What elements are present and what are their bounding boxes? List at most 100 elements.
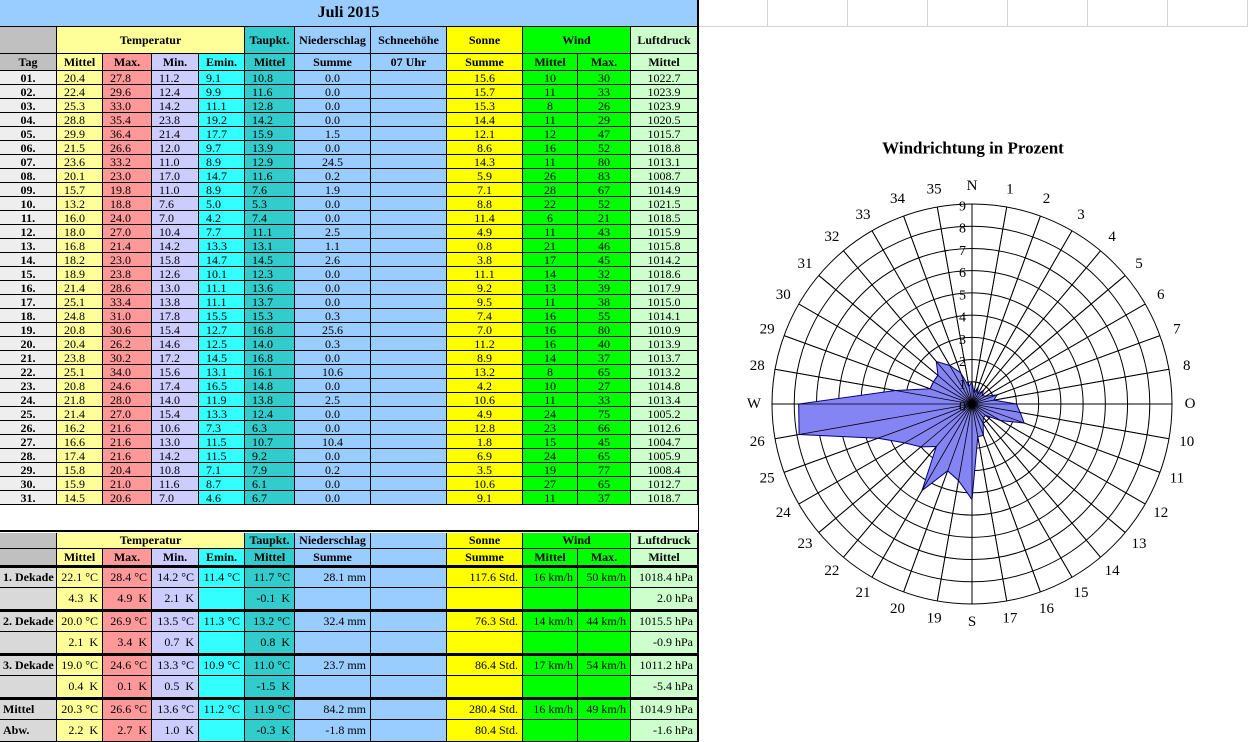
sub-header: Min. — [152, 549, 199, 566]
sub-header: Max. — [578, 549, 631, 566]
sub-header: Max. — [103, 549, 152, 566]
data-cell: 19.2 — [199, 113, 245, 127]
data-cell: 26 — [523, 169, 578, 183]
data-cell: 38 — [578, 295, 631, 309]
data-cell: 0.0 — [295, 407, 371, 421]
data-cell: 65 — [578, 449, 631, 463]
data-cell: 7.1 — [199, 463, 245, 477]
data-cell: 1020.5 — [631, 113, 698, 127]
data-cell: 19 — [523, 463, 578, 477]
direction-label: 24 — [776, 505, 792, 521]
summary-cell — [371, 698, 447, 720]
row-label: 26. — [0, 421, 57, 435]
data-cell: 4.2 — [199, 211, 245, 225]
header-cell — [0, 533, 57, 549]
group-header: Temperatur — [57, 27, 245, 54]
direction-label: 14 — [1105, 563, 1121, 579]
data-cell: 14.7 — [199, 169, 245, 183]
summary-cell: 13.6 °C — [152, 698, 199, 720]
row-label: 10. — [0, 197, 57, 211]
summary-cell: 22.1 °C — [57, 566, 103, 588]
sub-header: Mittel — [631, 54, 698, 71]
data-cell: 27.8 — [103, 71, 152, 85]
data-cell: 18.9 — [57, 267, 103, 281]
data-cell: 1014.1 — [631, 309, 698, 323]
data-cell: 1012.6 — [631, 421, 698, 435]
spoke-over — [774, 403, 973, 440]
data-cell: 14.5 — [57, 491, 103, 505]
data-cell: 29 — [578, 113, 631, 127]
empty-cell — [848, 0, 928, 27]
data-cell — [371, 155, 447, 169]
data-cell: 11.5 — [199, 435, 245, 449]
data-cell: 15.6 — [447, 71, 523, 85]
data-cell: 10.8 — [152, 463, 199, 477]
data-cell: 83 — [578, 169, 631, 183]
direction-label: 21 — [856, 585, 871, 601]
direction-label: N — [967, 178, 978, 194]
data-cell: 5.3 — [245, 197, 295, 211]
data-cell: 0.0 — [295, 113, 371, 127]
data-cell: 22.4 — [57, 85, 103, 99]
r-tick-label: 3 — [959, 333, 966, 348]
row-label: 2. Dekade — [0, 610, 57, 632]
group-header: Sonne — [447, 27, 523, 54]
data-cell: 9.2 — [447, 281, 523, 295]
summary-cell — [295, 676, 371, 698]
data-cell: 19.8 — [103, 183, 152, 197]
data-cell: 20.1 — [57, 169, 103, 183]
data-cell: 65 — [578, 477, 631, 491]
data-cell: 25.3 — [57, 99, 103, 113]
data-cell: 23.8 — [152, 113, 199, 127]
data-cell: 12 — [523, 127, 578, 141]
data-cell: 29.6 — [103, 85, 152, 99]
data-cell: 0.0 — [295, 477, 371, 491]
summary-cell — [199, 588, 245, 610]
data-cell: 7.0 — [152, 491, 199, 505]
data-cell: 65 — [578, 365, 631, 379]
row-label: Abw. — [0, 720, 57, 742]
data-cell: 24.8 — [57, 309, 103, 323]
data-cell — [371, 477, 447, 491]
header-cell — [0, 549, 57, 566]
sub-header: Summe — [447, 54, 523, 71]
spoke-over — [774, 368, 973, 405]
data-cell: 7.4 — [245, 211, 295, 225]
data-cell: 8.8 — [447, 197, 523, 211]
data-cell: 30.6 — [103, 323, 152, 337]
summary-cell: 26.9 °C — [103, 610, 152, 632]
summary-cell: 44 km/h — [578, 610, 631, 632]
data-cell: 3.5 — [447, 463, 523, 477]
data-cell: 11 — [523, 295, 578, 309]
data-cell: 24.5 — [295, 155, 371, 169]
data-cell: 11.5 — [199, 449, 245, 463]
data-cell: 13.3 — [199, 407, 245, 421]
direction-label: 12 — [1153, 505, 1168, 521]
summary-cell: 0.5 K — [152, 676, 199, 698]
spoke-over — [871, 230, 973, 405]
summary-cell: 13.3 °C — [152, 654, 199, 676]
data-cell: 13.3 — [199, 239, 245, 253]
data-cell: 1008.4 — [631, 463, 698, 477]
data-cell: 13.1 — [245, 239, 295, 253]
r-tick-label: 0 — [959, 400, 966, 415]
data-cell: 13.2 — [447, 365, 523, 379]
data-cell: 16.8 — [57, 239, 103, 253]
data-cell — [371, 435, 447, 449]
data-cell: 14.7 — [199, 253, 245, 267]
summary-cell: 1011.2 hPa — [631, 654, 698, 676]
data-cell: 21.5 — [57, 141, 103, 155]
data-cell: 11.2 — [447, 337, 523, 351]
data-cell: 13.6 — [245, 281, 295, 295]
direction-label: 19 — [927, 611, 942, 627]
data-cell: 1005.2 — [631, 407, 698, 421]
data-cell — [371, 281, 447, 295]
spoke-over — [971, 206, 1008, 405]
group-header: Wind — [523, 533, 631, 549]
group-header: Luftdruck — [631, 27, 698, 54]
data-cell: 16.8 — [245, 351, 295, 365]
data-cell: 15.4 — [152, 323, 199, 337]
data-cell: 21.4 — [57, 407, 103, 421]
data-cell: 14.0 — [152, 393, 199, 407]
summary-cell: 11.3 °C — [199, 610, 245, 632]
